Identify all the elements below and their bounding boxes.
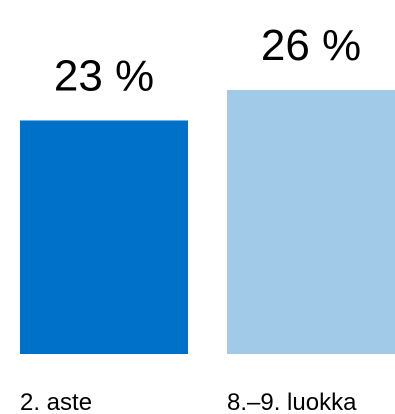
category-labels-group: 2. aste 8.–9. luokka — [20, 389, 357, 414]
category-label-2: 8.–9. luokka — [227, 389, 357, 414]
bars-group — [20, 90, 395, 354]
category-label-1: 2. aste — [20, 389, 92, 414]
value-label-2: 26 % — [261, 21, 361, 70]
bar-1 — [20, 120, 188, 354]
value-label-1: 23 % — [54, 51, 154, 100]
value-labels-group: 23 % 26 % — [54, 21, 361, 100]
bar-2 — [227, 90, 395, 354]
